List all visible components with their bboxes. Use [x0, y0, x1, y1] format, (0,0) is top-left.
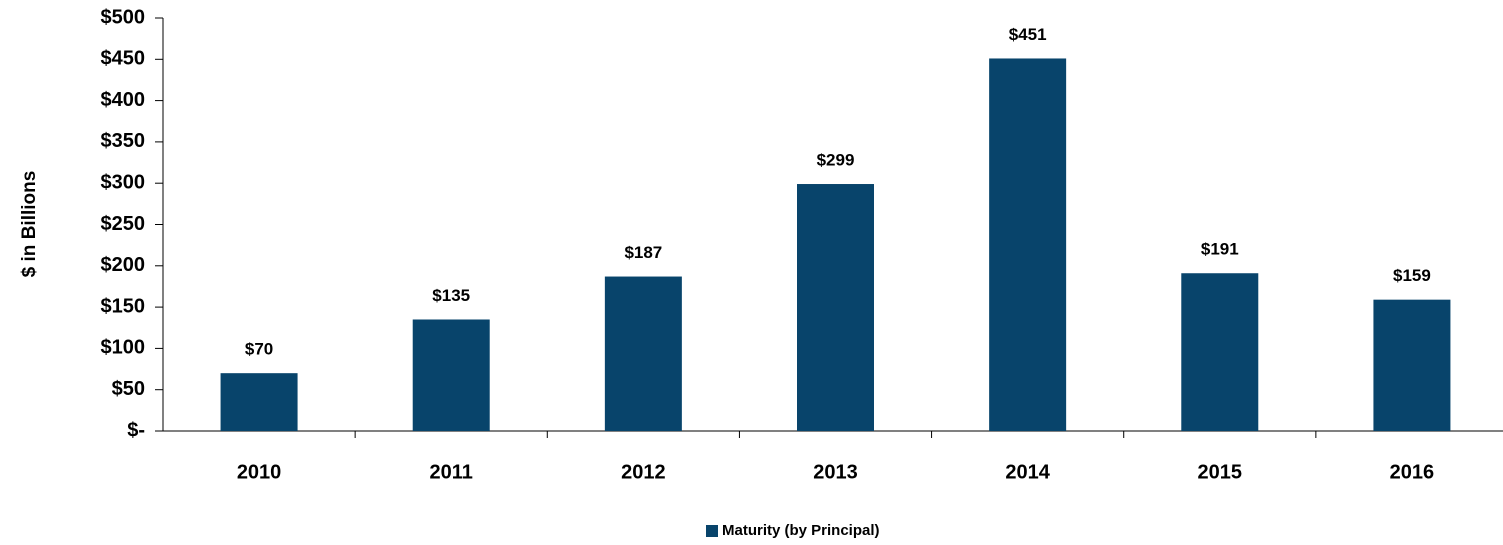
data-label: $70 [245, 340, 273, 359]
bar [1181, 273, 1259, 431]
x-tick-label: 2014 [1005, 461, 1050, 483]
bar [412, 319, 490, 431]
x-tick-label: 2015 [1198, 461, 1243, 483]
legend-swatch [706, 525, 718, 537]
y-tick-label: $350 [101, 130, 146, 152]
x-tick-label: 2016 [1390, 461, 1435, 483]
y-tick-label: $400 [101, 89, 146, 111]
data-label: $135 [432, 286, 470, 305]
bar [604, 276, 682, 431]
y-tick-label: $50 [112, 378, 145, 400]
y-tick-label: $150 [101, 295, 146, 317]
data-label: $451 [1009, 25, 1047, 44]
bar [989, 58, 1067, 431]
x-tick-label: 2011 [430, 461, 473, 483]
y-axis-label: $ in Billions [19, 171, 40, 278]
y-tick-label: $100 [101, 337, 146, 359]
y-tick-label: $300 [101, 171, 146, 193]
x-tick-label: 2010 [237, 461, 282, 483]
y-tick-label: $500 [101, 6, 146, 28]
bar [1373, 299, 1451, 431]
data-label: $159 [1393, 266, 1431, 285]
data-label: $191 [1201, 240, 1239, 259]
y-tick-label: $450 [101, 48, 146, 70]
data-label: $187 [624, 243, 662, 262]
x-tick-label: 2012 [621, 461, 666, 483]
x-tick-label: 2013 [813, 461, 858, 483]
y-tick-label: $- [127, 419, 145, 441]
legend-label: Maturity (by Principal) [722, 522, 880, 539]
bar [220, 373, 298, 431]
y-tick-label: $250 [101, 213, 146, 235]
bar [797, 184, 874, 431]
y-tick-label: $200 [101, 254, 146, 276]
data-label: $299 [817, 151, 855, 170]
